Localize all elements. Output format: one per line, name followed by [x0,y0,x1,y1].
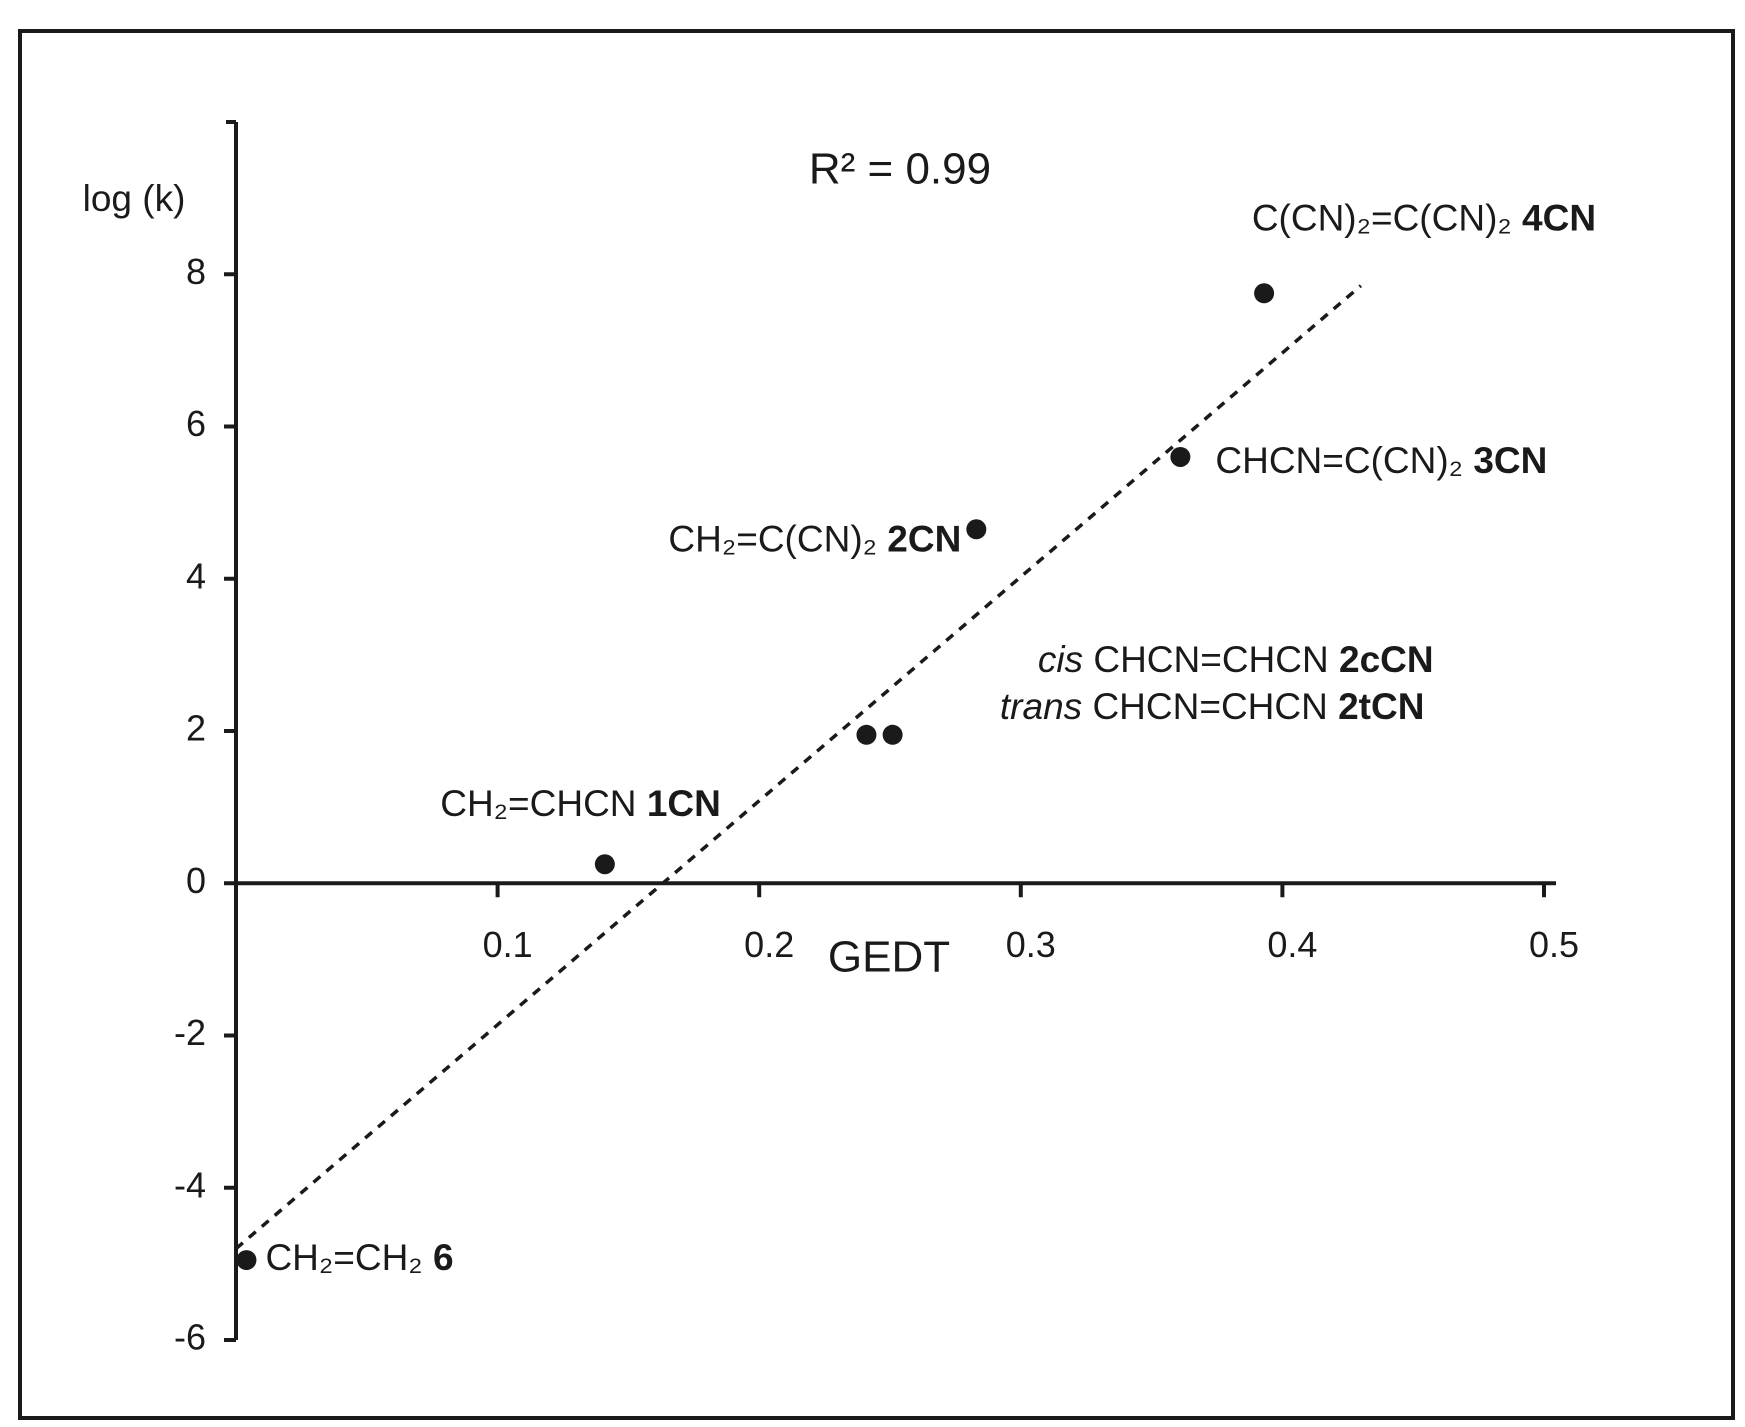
point-label: CH₂=C(CN)₂ 2CN [668,518,961,559]
y-tick-label: -6 [174,1317,206,1358]
label-id: 2CN [887,518,961,559]
label-formula: CH₂=CH₂ [265,1237,422,1278]
x-tick-label: 0.2 [744,924,794,965]
x-tick-label: 0.1 [483,924,533,965]
point-label: CH₂=CHCN 1CN [440,783,721,824]
label-formula: CHCN=CHCN [1092,686,1327,727]
y-tick-label: 4 [186,555,206,596]
y-tick-label: 2 [186,708,206,749]
label-id: 2cCN [1339,639,1434,680]
point-label: CH₂=CH₂ 6 [265,1237,453,1278]
x-tick-label: 0.3 [1006,924,1056,965]
y-axis-label: log (k) [83,178,186,219]
label-formula: CHCN=C(CN)₂ [1215,440,1463,481]
y-tick-label: 8 [186,251,206,292]
label-id: 4CN [1522,197,1596,238]
y-tick-label: 0 [186,860,206,901]
trend-line [234,284,1363,1250]
frame [18,29,1735,1420]
annotation: R² = 0.99 [809,145,991,194]
label-id: 6 [433,1237,454,1278]
point [1254,283,1275,304]
x-axis-label: GEDT [828,933,950,982]
y-tick-label: 6 [186,403,206,444]
point [882,724,903,745]
point-label: CHCN=C(CN)₂ 3CN [1215,440,1547,481]
label-formula: CHCN=CHCN [1093,639,1328,680]
label-id: 2tCN [1338,686,1424,727]
point [856,724,877,745]
label-id: 1CN [647,783,721,824]
point [966,519,987,540]
label-prefix: cis [1038,639,1083,680]
x-tick-label: 0.4 [1267,924,1317,965]
point [1170,446,1191,467]
label-formula: CH₂=CHCN [440,783,636,824]
x-tick-label: 0.5 [1529,924,1579,965]
y-tick-label: -2 [174,1012,206,1053]
label-formula: C(CN)₂=C(CN)₂ [1252,197,1512,238]
point-label: trans CHCN=CHCN 2tCN [1000,686,1425,727]
label-formula: CH₂=C(CN)₂ [668,518,877,559]
point-label: cis CHCN=CHCN 2cCN [1038,639,1434,680]
label-id: 3CN [1473,440,1547,481]
y-tick-label: -4 [174,1164,206,1205]
point [236,1250,257,1271]
point-label: C(CN)₂=C(CN)₂ 4CN [1252,197,1596,238]
point [594,854,615,875]
label-prefix: trans [1000,686,1082,727]
